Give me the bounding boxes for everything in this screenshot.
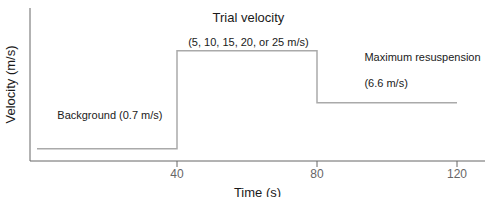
svg-text:80: 80 [310, 167, 324, 181]
svg-text:Time (s): Time (s) [234, 185, 281, 197]
html-text:(6.6 m/s): (6.6 m/s) [364, 76, 408, 89]
svg-text:40: 40 [170, 167, 184, 181]
svg-text:Velocity (m/s): Velocity (m/s) [3, 45, 18, 123]
svg-text:120: 120 [447, 167, 467, 181]
html-text:Maximum resuspension: Maximum resuspension [364, 50, 481, 63]
html-text:Trial velocity: Trial velocity [212, 10, 285, 25]
html-text:Background (0.7 m/s): Background (0.7 m/s) [57, 109, 163, 122]
html-text:(5, 10, 15, 20, or 25 m/s): (5, 10, 15, 20, or 25 m/s) [188, 35, 309, 48]
